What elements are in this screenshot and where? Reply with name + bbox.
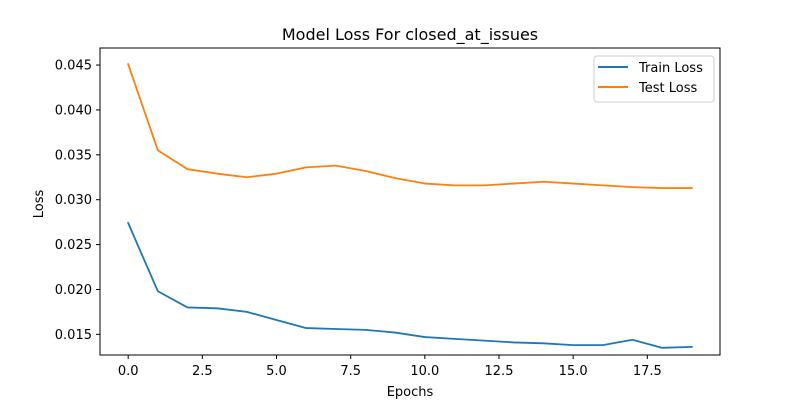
y-tick-label: 0.025 (55, 238, 92, 253)
y-axis-label: Loss (32, 190, 47, 219)
series-line-test-loss (127, 63, 693, 189)
x-tick-label: 0.0 (118, 364, 139, 379)
x-tick-label: 2.5 (192, 364, 213, 379)
legend-label-test-loss: Test Loss (638, 81, 697, 96)
legend: Train Loss Test Loss (593, 55, 715, 103)
series-line-train-loss (126, 221, 693, 349)
x-tick-label: 10.0 (410, 364, 439, 379)
x-tick-label: 5.0 (266, 364, 287, 379)
y-axis-ticks: 0.015 0.020 0.025 0.030 0.035 0.040 0.045 (55, 59, 100, 343)
y-tick-label: 0.035 (55, 148, 92, 163)
plot-area (126, 63, 693, 349)
x-tick-label: 12.5 (485, 364, 514, 379)
y-tick-label: 0.045 (55, 59, 92, 74)
x-tick-label: 15.0 (559, 364, 588, 379)
x-axis-ticks: 0.0 2.5 5.0 7.5 10.0 12.5 15.0 17.5 (118, 355, 662, 379)
y-tick-label: 0.030 (55, 193, 92, 208)
plot-frame (99, 47, 721, 356)
y-tick-label: 0.015 (55, 328, 92, 343)
x-axis-label: Epochs (387, 385, 434, 400)
y-tick-label: 0.040 (55, 103, 92, 118)
x-tick-label: 7.5 (340, 364, 361, 379)
x-tick-label: 17.5 (633, 364, 662, 379)
legend-label-train-loss: Train Loss (638, 61, 703, 76)
y-tick-label: 0.020 (55, 283, 92, 298)
chart-title: Model Loss For closed_at_issues (282, 25, 538, 45)
